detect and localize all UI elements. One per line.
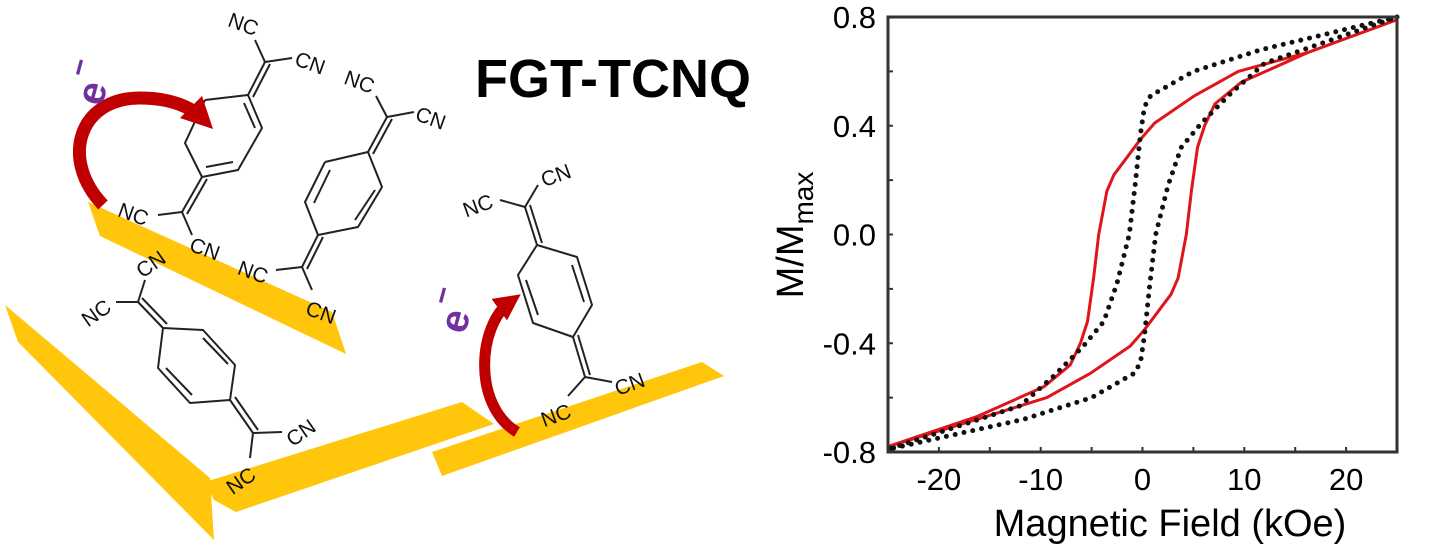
x-tick-label: -10 <box>1018 462 1063 497</box>
electron-symbol: e <box>68 77 116 110</box>
electron-transfer-arrow <box>73 91 214 210</box>
electron-charge: − <box>425 283 461 308</box>
electron-label: e − <box>425 283 480 338</box>
x-tick-label: -20 <box>916 462 961 497</box>
x-axis-label: Magnetic Field (kOe) <box>994 503 1347 545</box>
y-axis-label-sub: max <box>788 172 819 225</box>
electron-transfer-arrow <box>479 294 521 437</box>
electron-symbol: e <box>431 305 479 338</box>
hysteresis-chart: -20 -10 0 10 20 0.8 0.4 0.0 -0.4 -0.8 Magnetic Fi… <box>770 0 1400 545</box>
y-tick-label: 0.8 <box>833 0 876 35</box>
nc-label: NC <box>341 67 377 99</box>
schematic-diagram: NC CN NC CN NC CN NC CN NC CN <box>5 9 751 540</box>
x-tick-label: 20 <box>1329 462 1363 497</box>
tcnq-molecule: NC CN NC CN <box>115 9 328 266</box>
y-tick-label: -0.8 <box>823 435 876 470</box>
cn-label: CN <box>292 48 328 80</box>
electron-label: e − <box>62 55 117 110</box>
series-line-fgt-dotted <box>885 14 1400 452</box>
series-line-fgt-tcnq-red <box>886 18 1398 449</box>
x-tick-label: 0 <box>1134 462 1151 497</box>
nc-label: NC <box>78 295 116 331</box>
fgt-layer-strip <box>88 202 346 354</box>
cn-label: CN <box>538 160 574 192</box>
y-tick-label: 0.4 <box>833 109 876 144</box>
plot-frame <box>886 15 1399 454</box>
y-tick-label: 0.0 <box>833 218 876 253</box>
fgt-layer-strip <box>5 305 214 540</box>
cn-label: CN <box>412 103 448 135</box>
nc-label: NC <box>225 9 261 41</box>
x-tick-label: 10 <box>1227 462 1261 497</box>
y-axis-label: M/Mmax <box>770 172 819 299</box>
electron-charge: − <box>62 55 98 80</box>
y-tick-label: -0.4 <box>823 326 876 361</box>
y-axis-label-main: M/M <box>770 225 812 299</box>
fgt-layer-strip <box>205 402 494 512</box>
cn-label: CN <box>282 415 320 451</box>
nc-label: NC <box>460 190 496 222</box>
fgt-layer-strip <box>432 362 724 476</box>
figure-title: FGT-TCNQ <box>475 49 751 109</box>
